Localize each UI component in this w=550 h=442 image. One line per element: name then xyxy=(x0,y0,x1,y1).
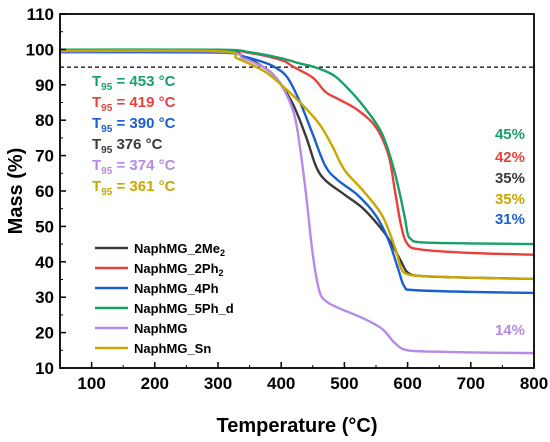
y-tick-label: 10 xyxy=(35,359,54,378)
legend-entry: NaphMG_2Ph2 xyxy=(134,261,224,278)
y-tick-label: 80 xyxy=(35,111,54,130)
legend-entry: NaphMG_2Me2 xyxy=(134,241,225,258)
residue-label: 14% xyxy=(495,322,525,339)
plot-background xyxy=(60,14,534,368)
legend: NaphMG_2Me2 NaphMG_2Ph2 NaphMG_4Ph NaphMG_5… xyxy=(95,241,234,356)
y-tick-label: 40 xyxy=(35,253,54,272)
residue-label: 42% xyxy=(495,149,525,166)
series-line-naphmg-sn xyxy=(60,49,534,280)
y-tick-label: 70 xyxy=(35,147,54,166)
x-tick-label: 500 xyxy=(330,374,358,393)
legend-entry: NaphMG_Sn xyxy=(134,341,211,356)
t95-label: T95 = 390 °C xyxy=(92,115,176,135)
y-tick-label: 50 xyxy=(35,217,54,236)
y-tick-label: 30 xyxy=(35,288,54,307)
t95-label: T95 = 419 °C xyxy=(92,94,176,114)
residue-label: 45% xyxy=(495,126,525,143)
x-tick-label: 300 xyxy=(204,374,232,393)
x-tick-label: 400 xyxy=(267,374,295,393)
y-tick-label: 60 xyxy=(35,182,54,201)
series-line-naphmg-5ph-d xyxy=(60,48,534,246)
legend-entry: NaphMG xyxy=(134,321,187,336)
series-lines xyxy=(60,48,534,355)
legend-entry: NaphMG_4Ph xyxy=(134,281,219,296)
residue-label: 31% xyxy=(495,211,525,228)
t95-label: T95 = 374 °C xyxy=(92,157,176,177)
series-line-naphmg xyxy=(60,49,534,355)
t95-label: T95 376 °C xyxy=(92,136,163,156)
y-tick-label: 110 xyxy=(27,5,54,24)
x-tick-label: 200 xyxy=(141,374,169,393)
residue-label: 35% xyxy=(495,170,525,187)
y-tick-label: 100 xyxy=(26,40,54,59)
legend-entry: NaphMG_5Ph_d xyxy=(134,301,234,316)
x-axis-title: Temperature (°C) xyxy=(217,415,378,437)
y-axis-title: Mass (%) xyxy=(5,148,27,235)
x-tick-label: 800 xyxy=(520,374,548,393)
y-tick-label: 90 xyxy=(35,76,54,95)
residue-label: 35% xyxy=(495,191,525,208)
residue-labels: 45% 42% 35% 35% 31% 14% xyxy=(495,126,525,339)
t95-label: T95 = 361 °C xyxy=(92,178,176,198)
x-tick-label: 600 xyxy=(393,374,421,393)
series-line-naphmg-4ph xyxy=(60,50,534,295)
x-tick-label: 100 xyxy=(77,374,105,393)
y-tick-label: 20 xyxy=(35,324,54,343)
x-tick-label: 700 xyxy=(457,374,485,393)
t95-label: T95 = 453 °C xyxy=(92,73,176,93)
axis-ticks: 100 200 300 400 500 600 700 800 10 20 30 40 50 60 70 80… xyxy=(26,5,549,393)
